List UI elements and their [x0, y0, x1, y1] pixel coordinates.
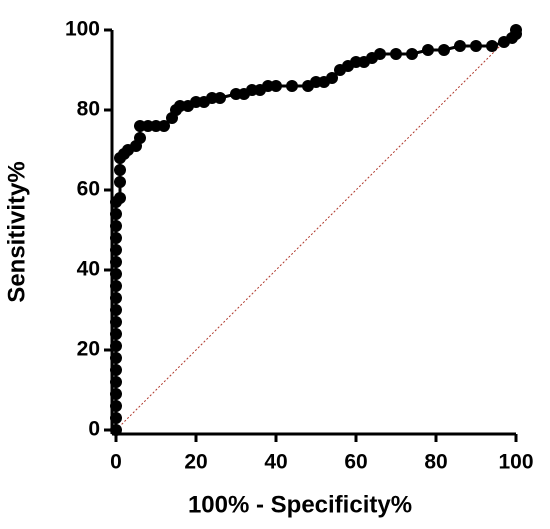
data-point	[114, 176, 126, 188]
data-point	[110, 388, 122, 400]
data-point	[110, 364, 122, 376]
data-point	[110, 316, 122, 328]
reference-line	[115, 29, 517, 431]
data-point	[114, 164, 126, 176]
data-point	[286, 80, 298, 92]
data-point	[158, 120, 170, 132]
data-point	[134, 132, 146, 144]
data-point	[438, 44, 450, 56]
x-axis-title: 100% - Specificity%	[188, 491, 412, 518]
y-tick-label: 20	[77, 338, 100, 361]
x-tick-label: 60	[344, 451, 367, 474]
data-point	[110, 328, 122, 340]
data-point	[110, 352, 122, 364]
data-point	[110, 244, 122, 256]
data-point	[422, 44, 434, 56]
data-point	[214, 92, 226, 104]
x-tick-label: 0	[110, 451, 122, 474]
data-point	[510, 24, 522, 36]
data-point	[110, 376, 122, 388]
y-tick-label: 0	[88, 418, 100, 441]
y-tick-label: 80	[77, 98, 100, 121]
data-point	[326, 72, 338, 84]
data-point	[114, 192, 126, 204]
data-point	[110, 280, 122, 292]
data-point	[110, 208, 122, 220]
data-point	[270, 80, 282, 92]
data-point	[110, 424, 122, 436]
data-point	[374, 48, 386, 60]
data-point	[110, 220, 122, 232]
data-point	[470, 40, 482, 52]
y-tick-label: 40	[77, 258, 100, 281]
x-tick-label: 40	[264, 451, 287, 474]
data-point	[110, 268, 122, 280]
data-point	[110, 412, 122, 424]
data-point	[406, 48, 418, 60]
x-tick-label: 80	[424, 451, 447, 474]
data-point	[110, 340, 122, 352]
x-tick-label: 100	[498, 451, 533, 474]
data-point	[110, 400, 122, 412]
data-point	[110, 304, 122, 316]
x-tick-label: 20	[184, 451, 207, 474]
data-point	[110, 292, 122, 304]
data-point	[454, 40, 466, 52]
data-point	[110, 232, 122, 244]
y-tick-label: 100	[65, 18, 100, 41]
y-axis-title: Sensitivity%	[3, 161, 30, 302]
data-point	[110, 256, 122, 268]
y-tick-label: 60	[77, 178, 100, 201]
data-point	[486, 40, 498, 52]
data-point	[390, 48, 402, 60]
